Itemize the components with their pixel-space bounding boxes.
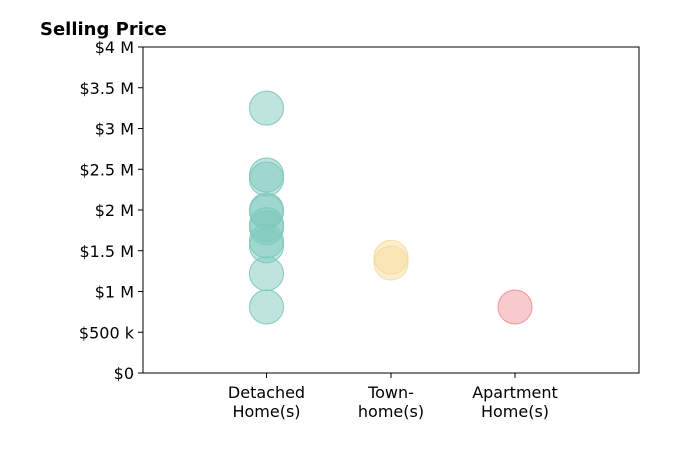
data-point	[249, 289, 284, 325]
chart-title: Selling Price	[40, 19, 167, 40]
x-tick-label: Detached	[228, 383, 305, 402]
x-tick-label: home(s)	[358, 402, 424, 421]
y-tick-label: $1 M	[95, 283, 134, 302]
x-tick-label: Home(s)	[481, 402, 549, 421]
y-tick-label: $3.5 M	[79, 79, 134, 98]
plot-frame	[142, 46, 640, 374]
y-axis: $0 $500 k $1 M $1.5 M $2 M $2.5 M $3 M $3.5 M $4…	[79, 38, 143, 383]
data-point	[249, 256, 284, 292]
data-point	[249, 90, 284, 126]
y-tick-label: $3 M	[95, 120, 134, 139]
x-tick-label: Home(s)	[232, 402, 300, 421]
y-tick-label: $0	[114, 364, 134, 383]
x-axis: DetachedHome(s)Town-home(s)ApartmentHome…	[228, 373, 558, 421]
data-point	[497, 289, 533, 325]
y-tick-label: $1.5 M	[79, 242, 134, 261]
data-point	[249, 161, 284, 197]
data-point	[373, 245, 409, 281]
y-tick-label: $2.5 M	[79, 160, 134, 179]
x-tick-label: Apartment	[472, 383, 558, 402]
y-tick-label: $500 k	[79, 323, 135, 342]
y-tick-label: $2 M	[95, 201, 134, 220]
x-tick-label: Town-	[367, 383, 414, 402]
y-tick-label: $4 M	[95, 38, 134, 57]
data-points	[249, 90, 533, 325]
